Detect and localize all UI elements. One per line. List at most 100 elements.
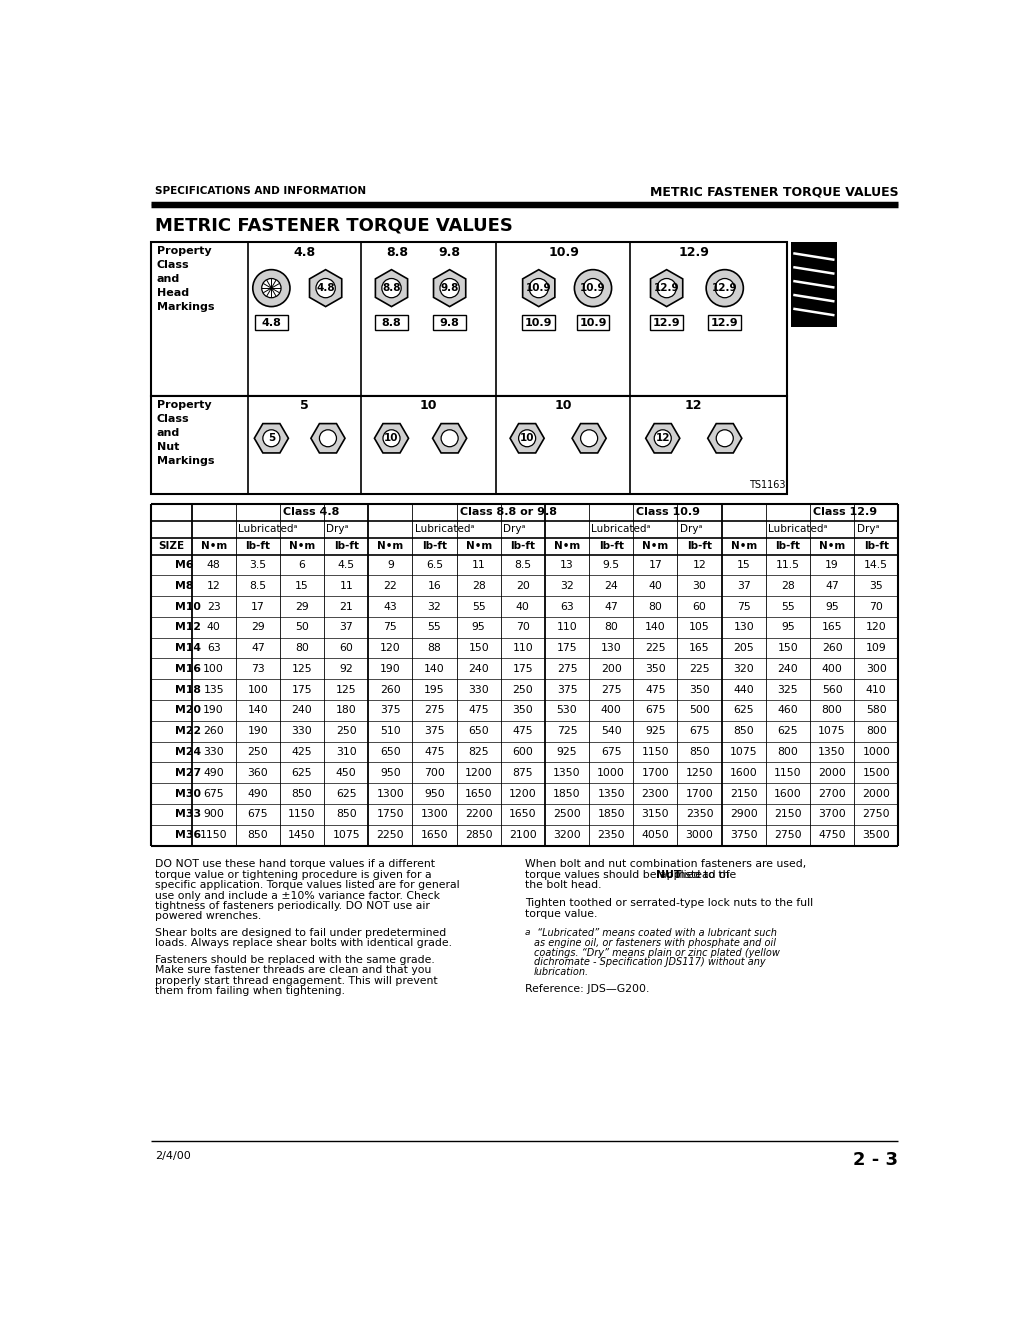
- Text: Lubricatedᵃ: Lubricatedᵃ: [415, 524, 474, 534]
- Text: 330: 330: [292, 726, 312, 737]
- Text: 15: 15: [295, 581, 309, 591]
- Text: 190: 190: [203, 705, 224, 716]
- Text: them from failing when tightening.: them from failing when tightening.: [155, 986, 345, 996]
- Text: 6.5: 6.5: [426, 560, 443, 570]
- Text: 3750: 3750: [730, 831, 758, 840]
- Text: lb-ft: lb-ft: [510, 541, 536, 552]
- Text: N•m: N•m: [642, 541, 669, 552]
- Text: 1075: 1075: [333, 831, 360, 840]
- Text: 80: 80: [604, 622, 618, 632]
- Text: 190: 190: [380, 664, 400, 673]
- Text: 1000: 1000: [862, 747, 890, 757]
- Text: 2900: 2900: [730, 810, 758, 819]
- Text: SIZE: SIZE: [159, 541, 184, 552]
- Text: 12.9: 12.9: [653, 283, 680, 294]
- Text: 950: 950: [424, 789, 444, 799]
- Text: 1350: 1350: [818, 747, 846, 757]
- Text: 100: 100: [203, 664, 224, 673]
- Text: 2750: 2750: [862, 810, 890, 819]
- Text: 28: 28: [781, 581, 795, 591]
- Text: 2700: 2700: [818, 789, 846, 799]
- Text: 1300: 1300: [377, 789, 404, 799]
- Text: 140: 140: [645, 622, 666, 632]
- Text: 2000: 2000: [862, 789, 890, 799]
- Text: 1850: 1850: [553, 789, 581, 799]
- Text: 88: 88: [428, 643, 441, 654]
- Text: 17: 17: [251, 602, 264, 611]
- Text: 95: 95: [472, 622, 485, 632]
- Text: 16: 16: [428, 581, 441, 591]
- Text: M16: M16: [174, 664, 201, 673]
- Text: 475: 475: [645, 685, 666, 695]
- Text: 875: 875: [513, 767, 534, 778]
- Text: 400: 400: [821, 664, 843, 673]
- Text: 2/4/00: 2/4/00: [155, 1151, 190, 1160]
- Text: 625: 625: [292, 767, 312, 778]
- Text: 3500: 3500: [862, 831, 890, 840]
- Text: 440: 440: [733, 685, 754, 695]
- Text: 125: 125: [336, 685, 356, 695]
- Text: 10: 10: [555, 400, 572, 411]
- Text: 4.8: 4.8: [261, 318, 282, 328]
- Text: 9.5: 9.5: [603, 560, 620, 570]
- Circle shape: [715, 279, 734, 298]
- Circle shape: [654, 430, 672, 447]
- Text: torque values should be applied to the: torque values should be applied to the: [524, 869, 739, 880]
- Text: 10.9: 10.9: [548, 246, 579, 259]
- Circle shape: [518, 430, 536, 447]
- Text: M18: M18: [174, 685, 201, 695]
- Polygon shape: [708, 423, 741, 452]
- Polygon shape: [646, 423, 680, 452]
- Text: instead of: instead of: [672, 869, 729, 880]
- Text: 12.9: 12.9: [678, 246, 710, 259]
- Text: 350: 350: [645, 664, 666, 673]
- Circle shape: [262, 279, 281, 298]
- Text: 8.8: 8.8: [387, 246, 409, 259]
- Text: 10: 10: [520, 433, 535, 443]
- Text: 55: 55: [781, 602, 795, 611]
- Text: 330: 330: [468, 685, 489, 695]
- Text: 150: 150: [468, 643, 489, 654]
- Text: 460: 460: [777, 705, 799, 716]
- Text: M8: M8: [174, 581, 193, 591]
- Text: 1150: 1150: [774, 767, 802, 778]
- Text: When bolt and nut combination fasteners are used,: When bolt and nut combination fasteners …: [524, 860, 806, 869]
- Text: 260: 260: [821, 643, 843, 654]
- Text: 55: 55: [472, 602, 485, 611]
- Polygon shape: [572, 423, 606, 452]
- Text: NUT: NUT: [656, 869, 682, 880]
- Text: 4.8: 4.8: [294, 246, 315, 259]
- Text: 29: 29: [295, 602, 309, 611]
- Text: 250: 250: [248, 747, 268, 757]
- Bar: [255, 315, 288, 331]
- Text: M33: M33: [174, 810, 201, 819]
- Text: 850: 850: [248, 831, 268, 840]
- Polygon shape: [254, 423, 289, 452]
- Text: 200: 200: [601, 664, 622, 673]
- Text: 580: 580: [866, 705, 887, 716]
- Text: 360: 360: [248, 767, 268, 778]
- Text: 47: 47: [825, 581, 839, 591]
- Text: M36: M36: [174, 831, 201, 840]
- Text: 320: 320: [733, 664, 754, 673]
- Text: 2250: 2250: [377, 831, 404, 840]
- Text: 12: 12: [207, 581, 220, 591]
- Circle shape: [529, 279, 549, 298]
- Text: 225: 225: [645, 643, 666, 654]
- Bar: [152, 242, 786, 396]
- Text: 9.8: 9.8: [438, 246, 461, 259]
- Text: 73: 73: [251, 664, 264, 673]
- Polygon shape: [433, 270, 466, 307]
- Text: 475: 475: [468, 705, 489, 716]
- Text: 3000: 3000: [686, 831, 714, 840]
- Text: coatings. “Dry” means plain or zinc plated (yellow: coatings. “Dry” means plain or zinc plat…: [535, 947, 780, 958]
- Circle shape: [584, 279, 603, 298]
- Text: 4.5: 4.5: [338, 560, 354, 570]
- Text: 925: 925: [645, 726, 666, 737]
- Bar: [577, 315, 609, 331]
- Text: 30: 30: [692, 581, 707, 591]
- Text: lb-ft: lb-ft: [334, 541, 358, 552]
- Text: 190: 190: [248, 726, 268, 737]
- Text: M22: M22: [174, 726, 201, 737]
- Text: 675: 675: [248, 810, 268, 819]
